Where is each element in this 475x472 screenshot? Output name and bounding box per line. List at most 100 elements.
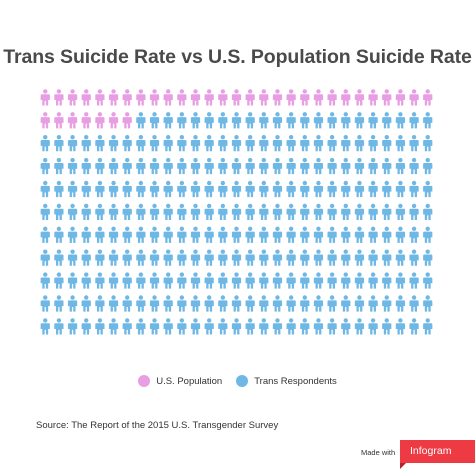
person-icon-trans-respondents [54,135,64,152]
person-icon-trans-respondents [54,226,64,243]
person-icon-trans-respondents [40,318,50,335]
person-icon-trans-respondents [313,157,324,175]
person-icon-trans-respondents [300,112,310,129]
person-icon-trans-respondents [300,318,310,335]
person-icon-trans-respondents [382,249,392,266]
person-icon-trans-respondents [108,203,119,220]
person-icon-trans-respondents [67,203,78,220]
person-icon-trans-respondents [272,226,283,243]
person-icon-trans-respondents [177,226,187,243]
legend-item-us-population[interactable]: U.S. Population [138,375,222,387]
person-icon-us-population [81,89,91,106]
person-icon-trans-respondents [382,318,392,335]
person-icon-trans-respondents [327,180,337,198]
person-icon-us-population [54,112,64,129]
person-icon-trans-respondents [327,226,337,243]
person-icon-trans-respondents [341,318,351,335]
person-icon-trans-respondents [190,180,201,198]
person-icon-trans-respondents [313,135,324,152]
person-icon-trans-respondents [54,295,64,312]
person-icon-trans-respondents [81,249,91,266]
person-icon-trans-respondents [272,295,283,312]
person-icon-trans-respondents [368,135,378,152]
person-icon-us-population [218,89,228,106]
person-icon-trans-respondents [286,295,296,312]
person-icon-trans-respondents [272,249,283,266]
person-icon-trans-respondents [368,272,378,289]
person-icon-trans-respondents [122,272,132,289]
person-icon-trans-respondents [341,203,351,220]
person-icon-trans-respondents [286,180,296,198]
person-icon-us-population [368,89,378,106]
person-icon-trans-respondents [409,180,419,198]
person-icon-trans-respondents [190,226,201,243]
person-icon-trans-respondents [122,157,132,175]
person-icon-trans-respondents [81,295,91,312]
person-icon-trans-respondents [218,112,228,129]
person-icon-trans-respondents [81,226,91,243]
person-icon-trans-respondents [382,295,392,312]
person-icon-trans-respondents [108,295,119,312]
person-icon-trans-respondents [95,249,105,266]
person-icon-trans-respondents [286,135,296,152]
person-icon-trans-respondents [163,272,173,289]
person-icon-trans-respondents [136,249,146,266]
person-icon-trans-respondents [259,318,269,335]
person-icon-trans-respondents [149,112,160,129]
person-icon-trans-respondents [136,135,146,152]
person-icon-trans-respondents [204,112,214,129]
person-icon-trans-respondents [163,180,173,198]
person-icon-trans-respondents [300,203,310,220]
person-icon-trans-respondents [409,272,419,289]
person-icon-trans-respondents [368,318,378,335]
person-icon-trans-respondents [327,157,337,175]
person-icon-us-population [341,89,351,106]
person-icon-trans-respondents [136,318,146,335]
person-icon-trans-respondents [163,295,173,312]
person-icon-trans-respondents [423,112,433,129]
person-icon-trans-respondents [149,180,160,198]
person-icon-trans-respondents [190,318,201,335]
person-icon-us-population [190,89,201,106]
person-icon-us-population [300,89,310,106]
person-icon-trans-respondents [354,249,365,266]
person-icon-trans-respondents [218,180,228,198]
person-icon-trans-respondents [218,135,228,152]
person-icon-trans-respondents [204,226,214,243]
person-icon-trans-respondents [67,135,78,152]
person-icon-trans-respondents [204,318,214,335]
person-icon-trans-respondents [272,157,283,175]
person-icon-us-population [67,89,78,106]
person-icon-trans-respondents [423,249,433,266]
chart-title: Trans Suicide Rate vs U.S. Population Su… [3,46,472,68]
person-icon-trans-respondents [149,226,160,243]
legend-item-trans-respondents[interactable]: Trans Respondents [236,375,337,387]
person-icon-trans-respondents [190,249,201,266]
person-icon-us-population [163,89,173,106]
person-icon-us-population [136,89,146,106]
person-icon-us-population [395,89,406,106]
person-icon-trans-respondents [231,226,242,243]
person-icon-trans-respondents [354,112,365,129]
person-icon-trans-respondents [409,112,419,129]
person-icon-trans-respondents [409,318,419,335]
person-icon-trans-respondents [81,318,91,335]
person-icon-trans-respondents [368,295,378,312]
person-icon-trans-respondents [81,135,91,152]
person-icon-trans-respondents [231,135,242,152]
person-icon-trans-respondents [163,318,173,335]
person-icon-trans-respondents [395,180,406,198]
person-icon-trans-respondents [136,203,146,220]
infogram-brand-button[interactable]: Infogram [400,440,475,463]
person-icon-trans-respondents [177,157,187,175]
person-icon-trans-respondents [327,295,337,312]
person-icon-trans-respondents [313,226,324,243]
person-icon-trans-respondents [122,295,132,312]
person-icon-trans-respondents [231,272,242,289]
person-icon-trans-respondents [423,135,433,152]
person-icon-trans-respondents [136,295,146,312]
person-icon-trans-respondents [40,295,50,312]
person-icon-trans-respondents [95,157,105,175]
legend-swatch-us-population [138,375,151,387]
